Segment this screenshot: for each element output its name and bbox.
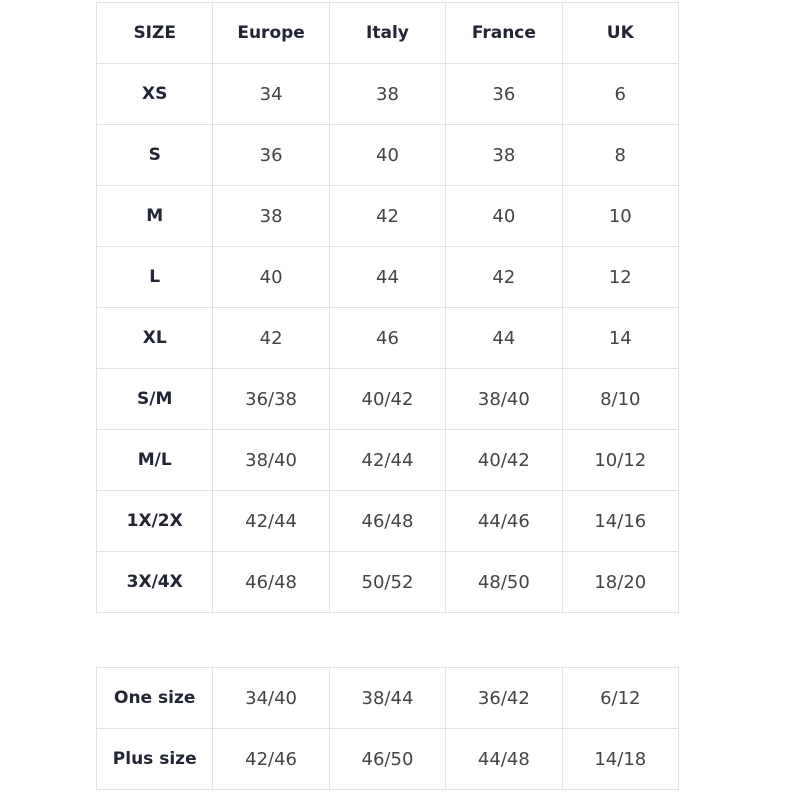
size-value-cell: 46: [328, 307, 447, 369]
table-row: 1X/2X 42/44 46/48 44/46 14/16: [95, 490, 680, 552]
size-value-cell: 10: [561, 185, 680, 247]
size-value-cell: 34: [212, 63, 330, 125]
special-size-table: One size 34/40 38/44 36/42 6/12 Plus size 42/4…: [95, 667, 680, 790]
table-header-row: SIZE Europe Italy France UK: [95, 2, 680, 64]
size-label-cell: XL: [95, 307, 214, 369]
header-italy: Italy: [328, 2, 447, 64]
size-value-cell: 38: [445, 124, 563, 186]
table-row: S/M 36/38 40/42 38/40 8/10: [95, 368, 680, 430]
size-value-cell: 6: [561, 63, 680, 125]
size-label-cell: XS: [95, 63, 214, 125]
size-label-cell: M/L: [95, 429, 214, 491]
size-value-cell: 40: [445, 185, 563, 247]
size-value-cell: 46/48: [328, 490, 447, 552]
size-label-cell: 1X/2X: [95, 490, 214, 552]
table-row: M 38 42 40 10: [95, 185, 680, 247]
size-value-cell: 44: [328, 246, 447, 308]
size-value-cell: 36/42: [445, 667, 563, 729]
size-value-cell: 50/52: [328, 551, 447, 613]
size-value-cell: 38/40: [445, 368, 563, 430]
size-value-cell: 38: [328, 63, 447, 125]
size-value-cell: 34/40: [212, 667, 330, 729]
size-value-cell: 46/48: [212, 551, 330, 613]
size-value-cell: 8: [561, 124, 680, 186]
size-value-cell: 38/40: [212, 429, 330, 491]
size-label-cell: S: [95, 124, 214, 186]
size-value-cell: 44/46: [445, 490, 563, 552]
table-row: L 40 44 42 12: [95, 246, 680, 308]
table-row: XS 34 38 36 6: [95, 63, 680, 125]
table-row: Plus size 42/46 46/50 44/48 14/18: [95, 728, 680, 790]
size-value-cell: 42: [445, 246, 563, 308]
size-value-cell: 46/50: [328, 728, 447, 790]
size-value-cell: 40: [328, 124, 447, 186]
size-value-cell: 36: [212, 124, 330, 186]
size-value-cell: 14/18: [561, 728, 680, 790]
size-value-cell: 44: [445, 307, 563, 369]
size-value-cell: 38: [212, 185, 330, 247]
size-label-cell: S/M: [95, 368, 214, 430]
size-value-cell: 40/42: [328, 368, 447, 430]
size-value-cell: 42/46: [212, 728, 330, 790]
size-label-cell: One size: [95, 667, 214, 729]
size-value-cell: 42/44: [328, 429, 447, 491]
table-row: XL 42 46 44 14: [95, 307, 680, 369]
size-value-cell: 14/16: [561, 490, 680, 552]
size-value-cell: 38/44: [328, 667, 447, 729]
size-value-cell: 42/44: [212, 490, 330, 552]
size-value-cell: 44/48: [445, 728, 563, 790]
size-label-cell: 3X/4X: [95, 551, 214, 613]
size-value-cell: 36/38: [212, 368, 330, 430]
table-row: M/L 38/40 42/44 40/42 10/12: [95, 429, 680, 491]
size-value-cell: 18/20: [561, 551, 680, 613]
header-france: France: [445, 2, 563, 64]
size-value-cell: 10/12: [561, 429, 680, 491]
size-value-cell: 42: [328, 185, 447, 247]
table-row: 3X/4X 46/48 50/52 48/50 18/20: [95, 551, 680, 613]
header-uk: UK: [561, 2, 680, 64]
size-label-cell: M: [95, 185, 214, 247]
header-europe: Europe: [212, 2, 330, 64]
size-value-cell: 8/10: [561, 368, 680, 430]
size-label-cell: L: [95, 246, 214, 308]
size-value-cell: 12: [561, 246, 680, 308]
table-row: One size 34/40 38/44 36/42 6/12: [95, 667, 680, 729]
size-value-cell: 40: [212, 246, 330, 308]
size-conversion-table: SIZE Europe Italy France UK XS 34 38 36 6 S 36…: [95, 2, 680, 613]
size-value-cell: 48/50: [445, 551, 563, 613]
table-row: S 36 40 38 8: [95, 124, 680, 186]
size-value-cell: 40/42: [445, 429, 563, 491]
size-label-cell: Plus size: [95, 728, 214, 790]
size-value-cell: 14: [561, 307, 680, 369]
size-value-cell: 42: [212, 307, 330, 369]
size-value-cell: 36: [445, 63, 563, 125]
size-value-cell: 6/12: [561, 667, 680, 729]
header-size: SIZE: [95, 2, 214, 64]
